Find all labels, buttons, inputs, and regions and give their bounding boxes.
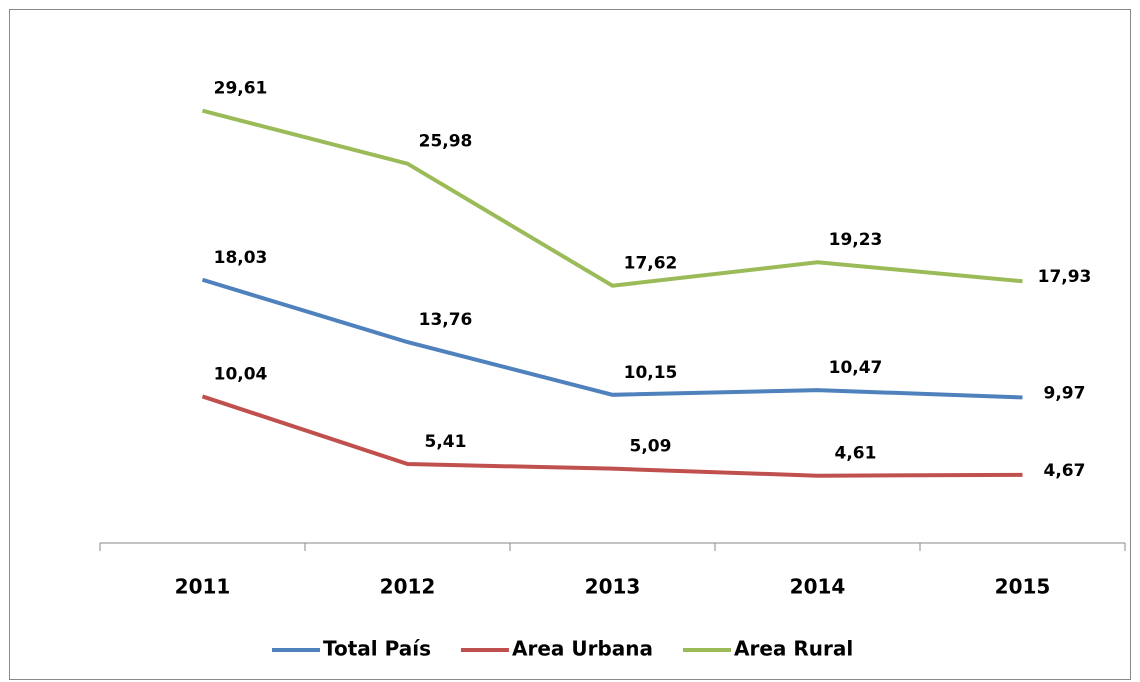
data-label: 9,97 [1044,383,1086,403]
series-line [201,394,1023,478]
data-label: 13,76 [419,310,473,330]
data-label: 4,67 [1044,461,1086,481]
data-label: 10,04 [214,364,268,384]
data-label: 10,15 [624,363,678,383]
data-label: 25,98 [419,132,473,152]
x-tick-label: 2014 [790,575,846,599]
data-label: 18,03 [214,248,268,268]
data-label: 5,41 [425,432,467,452]
data-label: 4,61 [835,444,877,464]
data-label: 19,23 [829,230,883,250]
chart-frame [9,9,1131,680]
data-label: 10,47 [829,358,883,378]
legend-label: Area Rural [734,637,853,661]
data-label: 5,09 [630,437,672,457]
legend-label: Area Urbana [512,637,653,661]
series-line [201,277,1023,400]
x-tick-label: 2012 [380,575,436,599]
x-tick-label: 2015 [995,575,1051,599]
series-line [201,108,1023,288]
x-tick-label: 2013 [585,575,641,599]
legend-label: Total País [323,637,431,661]
x-tick-label: 2011 [175,575,231,599]
data-label: 29,61 [214,79,268,99]
data-label: 17,93 [1038,267,1092,287]
data-label: 17,62 [624,254,678,274]
